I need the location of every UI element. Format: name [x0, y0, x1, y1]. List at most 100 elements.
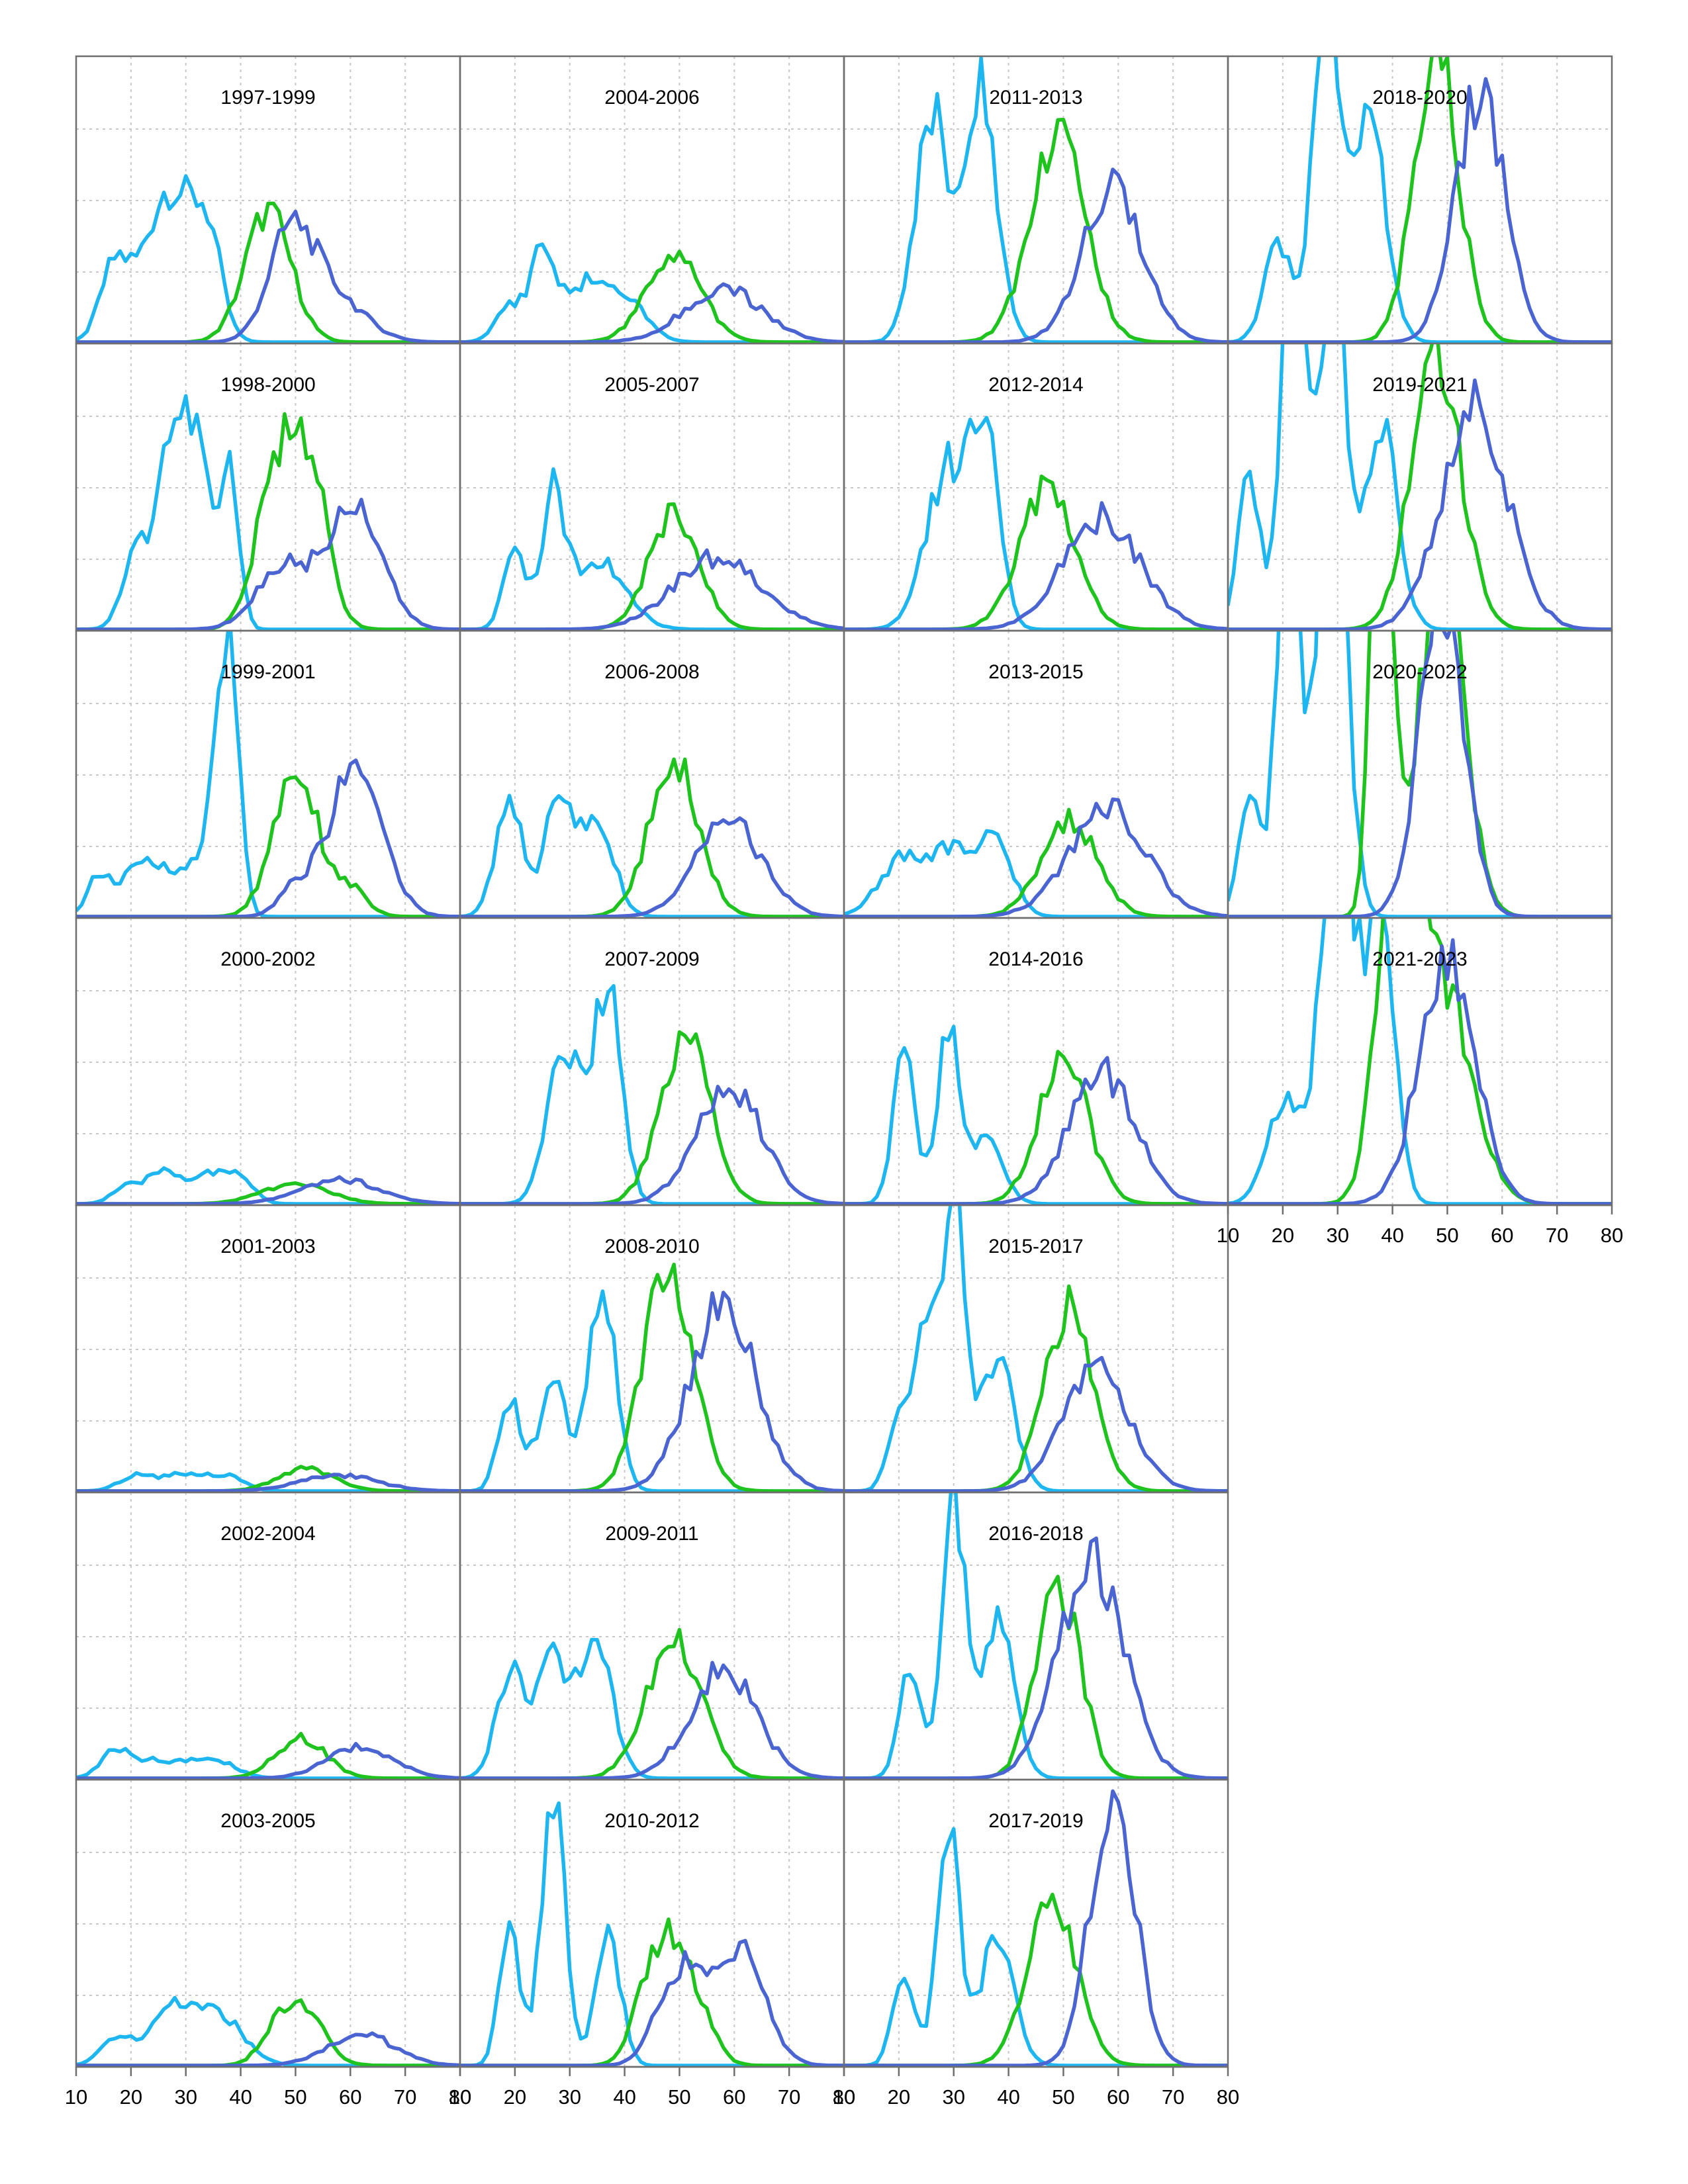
grid-lines	[460, 631, 844, 918]
series-line-3	[76, 1741, 460, 1780]
series-group	[460, 1262, 844, 1492]
series-group	[460, 1801, 844, 2067]
panel-2002-2004: 2002-2004	[75, 1491, 461, 1781]
grid-lines	[76, 1780, 460, 2067]
panel-title: 2006-2008	[604, 661, 699, 683]
panel-title: 1998-2000	[220, 374, 315, 396]
series-line-3	[460, 548, 844, 631]
series-line-2	[460, 1627, 844, 1780]
panel-title: 1999-2001	[220, 661, 315, 683]
grid-lines	[844, 631, 1228, 918]
series-line-3	[844, 501, 1228, 631]
panel-title: 2020-2022	[1372, 661, 1467, 683]
series-group	[460, 242, 844, 343]
x-tick-label: 10	[1217, 1224, 1239, 1247]
series-line-1	[460, 1289, 844, 1492]
series-group	[76, 1731, 460, 1780]
x-tick-label: 10	[449, 2085, 471, 2109]
grid-lines	[1228, 918, 1612, 1205]
series-group	[460, 1627, 844, 1780]
series-line-3	[844, 1355, 1228, 1492]
x-tick-label: 80	[833, 2085, 855, 2109]
panel-2009-2011: 2009-2011	[459, 1491, 845, 1781]
x-tick-label: 70	[1546, 1224, 1568, 1247]
grid-lines	[1228, 343, 1612, 631]
x-axis-col-1: 10 20 30 40 50 60 70 80	[449, 2066, 855, 2109]
series-line-3	[460, 1661, 844, 1780]
panel-2003-2005: 2003-2005	[75, 1778, 461, 2068]
series-group	[844, 1492, 1228, 1780]
x-tick-label: 40	[613, 2085, 635, 2109]
x-tick-label: 20	[504, 2085, 526, 2109]
series-line-3	[1228, 77, 1612, 343]
x-tick-label: 70	[394, 2085, 416, 2109]
series-line-2	[844, 807, 1228, 918]
x-tick-label: 10	[833, 2085, 855, 2109]
series-line-2	[460, 757, 844, 918]
panel-title: 2005-2007	[604, 374, 699, 396]
panel-2016-2018: 2016-2018	[843, 1491, 1229, 1781]
panel-title: 1997-1999	[220, 87, 315, 109]
series-line-1	[844, 1827, 1228, 2067]
x-tick-label: 40	[1381, 1224, 1403, 1247]
panel-1998-2000: 1998-2000	[75, 342, 461, 632]
series-group	[76, 174, 460, 343]
panel-title: 2018-2020	[1372, 87, 1467, 109]
x-tick-label: 60	[723, 2085, 745, 2109]
series-line-3	[844, 167, 1228, 343]
grid-lines	[460, 1780, 844, 2067]
panel-2001-2003: 2001-2003	[75, 1204, 461, 1494]
panel-2013-2015: 2013-2015	[843, 629, 1229, 919]
series-line-3	[460, 282, 844, 343]
series-line-3	[460, 1938, 844, 2067]
panel-2008-2010: 2008-2010	[459, 1204, 845, 1494]
panel-2014-2016: 2014-2016	[843, 917, 1229, 1206]
x-tick-label: 60	[1107, 2085, 1129, 2109]
series-line-2	[76, 412, 460, 631]
grid-lines	[844, 56, 1228, 343]
x-tick-label: 60	[1491, 1224, 1513, 1247]
series-group	[844, 1789, 1228, 2067]
series-line-3	[460, 1085, 844, 1205]
series-line-3	[844, 1056, 1228, 1205]
x-tick-label: 50	[284, 2085, 306, 2109]
panel-title: 2001-2003	[220, 1236, 315, 1257]
x-tick-label: 20	[120, 2085, 142, 2109]
x-tick-label: 70	[778, 2085, 800, 2109]
panel-title: 2009-2011	[605, 1523, 698, 1545]
series-line-3	[76, 1472, 460, 1492]
series-group	[844, 56, 1228, 343]
x-tick-label: 80	[449, 2085, 471, 2109]
series-group	[76, 631, 460, 918]
series-line-3	[76, 209, 460, 343]
grid-lines	[76, 343, 460, 631]
series-line-3	[460, 1291, 844, 1492]
panel-2018-2020: 2018-2020	[1227, 55, 1613, 345]
panel-2006-2008: 2006-2008	[459, 629, 845, 919]
panel-title: 2010-2012	[604, 1810, 699, 1832]
panel-title: 2019-2021	[1372, 374, 1467, 396]
x-tick-label: 50	[1052, 2085, 1074, 2109]
series-line-3	[460, 816, 844, 918]
x-axis-col-0: 10 20 30 40 50 60 70 80	[65, 2066, 471, 2109]
panel-title: 2017-2019	[988, 1810, 1083, 1832]
series-line-1	[844, 1205, 1228, 1492]
series-line-3	[76, 1175, 460, 1205]
series-line-1	[1228, 56, 1612, 343]
series-line-1	[844, 1492, 1228, 1780]
series-line-2	[76, 1998, 460, 2067]
panel-2020-2022: 2020-2022	[1227, 629, 1613, 919]
series-line-3	[844, 1789, 1228, 2067]
series-group	[76, 1166, 460, 1205]
x-tick-label: 20	[1272, 1224, 1294, 1247]
x-tick-label: 40	[997, 2085, 1019, 2109]
series-line-2	[844, 117, 1228, 343]
series-line-1	[76, 394, 460, 631]
x-tick-label: 80	[1217, 2085, 1239, 2109]
panel-2012-2014: 2012-2014	[843, 342, 1229, 632]
series-group	[460, 467, 844, 631]
series-group	[844, 797, 1228, 918]
grid-lines	[76, 918, 460, 1205]
x-axis-col-2: 10 20 30 40 50 60 70 80	[833, 2066, 1239, 2109]
